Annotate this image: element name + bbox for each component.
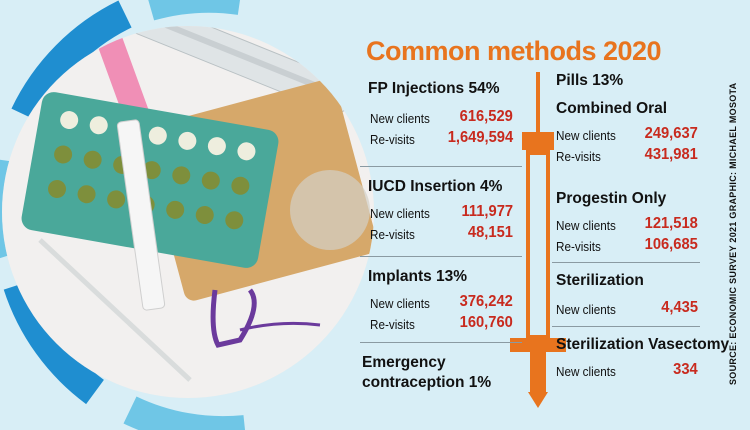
row-label: Re-visits [370, 317, 415, 332]
row-value: 616,529 [459, 108, 513, 125]
row-label: New clients [370, 111, 430, 126]
page-title: Common methods 2020 [366, 36, 662, 66]
row-label: New clients [556, 364, 616, 379]
row-value: 48,151 [467, 224, 513, 241]
section-heading-line2: contraception 1% [362, 374, 492, 391]
section-heading: Progestin Only [556, 190, 667, 207]
row-label: Re-visits [556, 239, 601, 254]
section-pills-heading: Pills 13% [556, 72, 624, 89]
section-heading: Sterilization Vasectomy [556, 336, 730, 353]
row-label: New clients [556, 302, 616, 317]
row-value: 376,242 [459, 293, 513, 310]
photo-disc [2, 26, 374, 398]
section-heading-line1: Emergency [362, 354, 446, 371]
row-label: Re-visits [556, 149, 601, 164]
row-value: 106,685 [644, 236, 698, 253]
row-label: New clients [556, 128, 616, 143]
section-heading: Combined Oral [556, 100, 668, 117]
section-heading: Sterilization [556, 272, 644, 289]
divider [360, 256, 522, 257]
row-value: 160,760 [459, 314, 513, 331]
row-value: 1,649,594 [447, 129, 513, 146]
row-value: 111,977 [461, 203, 513, 220]
row-value: 334 [673, 361, 698, 378]
divider [360, 342, 522, 343]
row-label: New clients [370, 296, 430, 311]
row-value: 249,637 [644, 125, 698, 142]
section-heading: FP Injections 54% [368, 80, 500, 97]
row-label: Re-visits [370, 227, 415, 242]
source-credit: SOURCE: ECONOMIC SURVEY 2021 GRAPHIC: MI… [728, 82, 738, 385]
divider [552, 326, 700, 327]
section-heading: Implants 13% [368, 268, 468, 285]
section-heading: IUCD Insertion 4% [368, 178, 503, 195]
row-value: 121,518 [644, 215, 698, 232]
row-value: 431,981 [644, 146, 698, 163]
row-label: Re-visits [370, 132, 415, 147]
row-label: New clients [556, 218, 616, 233]
row-label: New clients [370, 206, 430, 221]
divider [360, 166, 522, 167]
divider [552, 262, 700, 263]
row-value: 4,435 [661, 299, 698, 316]
